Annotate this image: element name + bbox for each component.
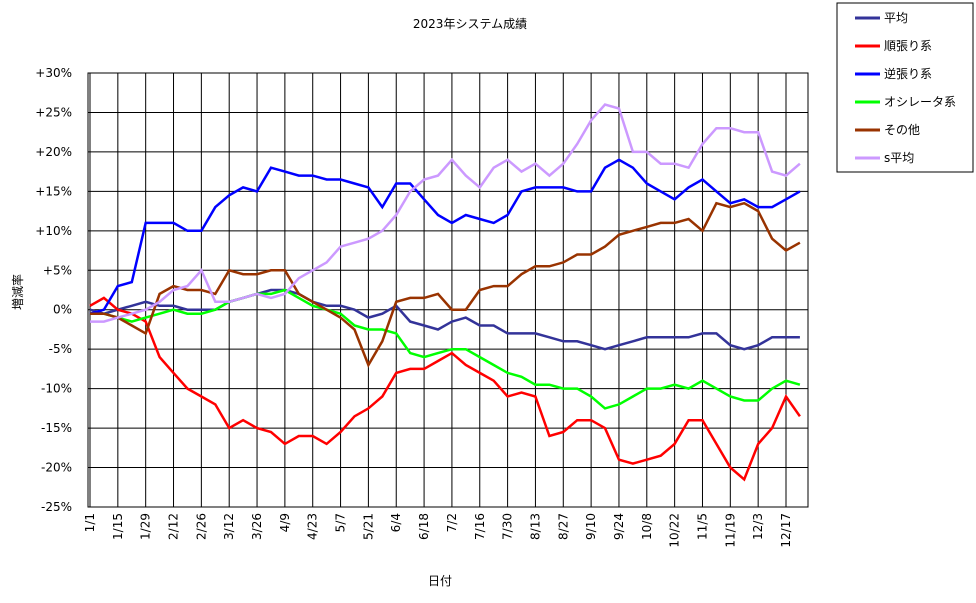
- x-tick-label: 6/4: [389, 513, 403, 532]
- series-line: [90, 201, 801, 368]
- x-tick-label: 1/15: [111, 513, 125, 540]
- x-tick-label: 7/30: [501, 513, 515, 540]
- series-line: [89, 288, 800, 351]
- legend-label: その他: [884, 123, 920, 137]
- x-tick-label: 10/22: [668, 513, 682, 548]
- x-tick-label: 10/8: [640, 513, 654, 540]
- y-tick-label: 0%: [53, 303, 72, 317]
- x-tick-label: 2/12: [167, 513, 181, 540]
- x-tick-label: 9/24: [612, 513, 626, 540]
- series-line: [89, 296, 801, 482]
- y-tick-label: +25%: [35, 105, 72, 119]
- y-tick-label: +30%: [35, 66, 72, 80]
- y-tick-label: -25%: [41, 500, 72, 514]
- x-tick-label: 9/10: [584, 513, 598, 540]
- x-tick-label: 7/2: [445, 513, 459, 532]
- series-line: [89, 158, 801, 315]
- y-tick-label: -5%: [49, 342, 72, 356]
- y-tick-label: -20%: [41, 461, 72, 475]
- x-tick-label: 3/12: [222, 513, 236, 540]
- y-tick-label: -15%: [41, 421, 72, 435]
- series-line: [90, 288, 801, 410]
- plot-frame: [87, 72, 809, 508]
- x-tick-label: 2/26: [194, 513, 208, 540]
- y-tick-label: +15%: [35, 184, 72, 198]
- x-tick-label: 11/5: [695, 513, 709, 540]
- x-tick-label: 12/3: [751, 513, 765, 540]
- y-axis-label: 増減率: [10, 274, 25, 310]
- series-line: [90, 103, 801, 323]
- x-tick-label: 1/29: [139, 513, 153, 540]
- y-tick-label: -10%: [41, 382, 72, 396]
- x-tick-label: 5/21: [361, 513, 375, 540]
- x-tick-label: 4/23: [306, 513, 320, 540]
- x-tick-label: 4/9: [278, 513, 292, 532]
- x-tick-label: 5/7: [334, 513, 348, 532]
- x-tick-label: 6/18: [417, 513, 431, 540]
- y-tick-label: +10%: [35, 224, 72, 238]
- x-tick-label: 7/16: [473, 513, 487, 540]
- y-tick-label: +5%: [43, 263, 72, 277]
- x-tick-label: 11/19: [723, 513, 737, 548]
- legend-box: [836, 2, 974, 173]
- legend-label: 逆張り系: [884, 66, 932, 81]
- x-tick-label: 8/27: [556, 513, 570, 540]
- legend-label: 順張り系: [884, 39, 932, 53]
- x-tick-label: 12/17: [779, 513, 793, 548]
- legend-label: s平均: [884, 151, 914, 165]
- x-axis-label: 日付: [428, 574, 452, 588]
- x-tick-label: 1/1: [83, 513, 97, 532]
- x-tick-label: 3/26: [250, 513, 264, 540]
- legend-label: オシレータ系: [884, 95, 956, 109]
- y-tick-label: +20%: [35, 145, 72, 159]
- chart-title: 2023年システム成績: [413, 17, 527, 31]
- legend-label: 平均: [884, 11, 908, 25]
- x-tick-label: 8/13: [528, 513, 542, 540]
